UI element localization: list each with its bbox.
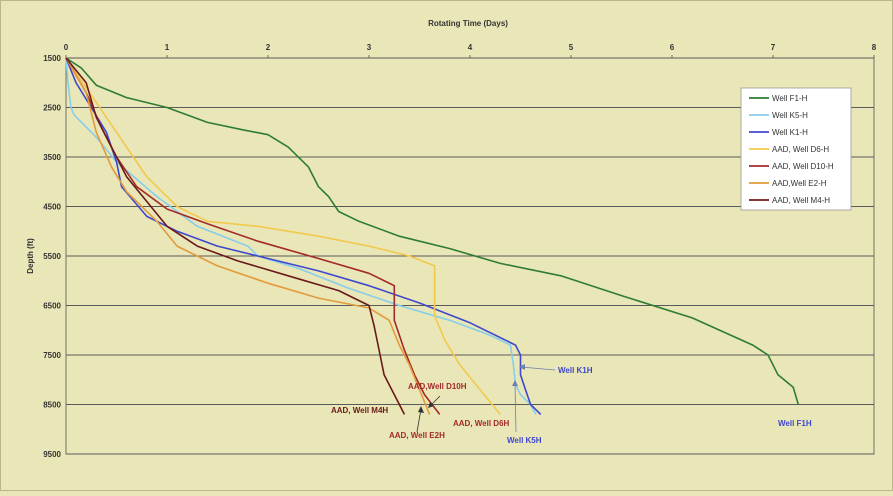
x-tick-label-2: 2 xyxy=(266,43,271,52)
annotation-d6h: AAD, Well D6H xyxy=(453,419,510,428)
annotation-m4h: AAD, Well M4H xyxy=(331,406,388,415)
legend-items: Well F1-H Well K5-H Well K1-H AAD, Well D6-… xyxy=(749,94,834,205)
series-line-6 xyxy=(65,57,406,415)
x-tick-label-4: 4 xyxy=(468,43,473,52)
x-tick-label-1: 1 xyxy=(165,43,170,52)
y-tick-label-1: 2500 xyxy=(43,104,61,113)
annotation-k5h: Well K5H xyxy=(507,436,542,445)
legend-label-1: Well K5-H xyxy=(772,111,808,120)
x-axis-title: Rotating Time (Days) xyxy=(428,19,508,28)
series-line-0 xyxy=(65,57,800,405)
legend-label-6: AAD, Well M4-H xyxy=(772,196,830,205)
annotation-k1h: Well K1H xyxy=(558,366,593,375)
y-tick-label-8: 9500 xyxy=(43,450,61,459)
annotation-arrow-k5h xyxy=(514,382,517,433)
x-tick-label-6: 6 xyxy=(670,43,675,52)
annotation-arrowhead-e2h xyxy=(418,406,424,413)
x-tick-label-0: 0 xyxy=(64,43,69,52)
annotation-arrow-k1h xyxy=(520,366,556,371)
series-line-2 xyxy=(65,57,542,415)
y-tick-label-3: 4500 xyxy=(43,203,61,212)
series-line-3 xyxy=(65,57,501,415)
y-axis-title: Depth (ft) xyxy=(26,238,35,274)
annotation-arrow-e2h xyxy=(416,408,422,433)
annotation-layer: Well K1H AAD,Well D10H AAD, Well M4H AAD… xyxy=(331,364,812,445)
x-tick-label-8: 8 xyxy=(872,43,877,52)
annotation-e2h: AAD, Well E2H xyxy=(389,431,445,440)
y-tick-label-6: 7500 xyxy=(43,351,61,360)
y-tick-label-4: 5500 xyxy=(43,252,61,261)
annotation-arrowhead-k1h xyxy=(519,364,525,370)
annotation-f1h: Well F1H xyxy=(778,419,812,428)
y-tick-label-5: 6500 xyxy=(43,302,61,311)
legend-label-5: AAD,Well E2-H xyxy=(772,179,827,188)
annotation-arrowhead-k5h xyxy=(512,380,518,386)
series-layer xyxy=(65,57,800,415)
annotation-arrowhead-d10h xyxy=(428,402,434,408)
y-tick-label-7: 8500 xyxy=(43,401,61,410)
legend-label-4: AAD, Well D10-H xyxy=(772,162,834,171)
grid-layer xyxy=(66,57,874,455)
legend-label-3: AAD, Well D6-H xyxy=(772,145,829,154)
legend-label-0: Well F1-H xyxy=(772,94,808,103)
x-tick-label-7: 7 xyxy=(771,43,776,52)
annotation-d10h: AAD,Well D10H xyxy=(408,382,467,391)
y-tick-layer: 1500 2500 3500 4500 5500 6500 7500 8500 9500 xyxy=(43,54,61,459)
legend: Well F1-H Well K5-H Well K1-H AAD, Well D6-… xyxy=(740,87,852,211)
series-line-5 xyxy=(65,57,431,415)
x-tick-layer: 0 1 2 3 4 5 6 7 8 xyxy=(64,43,877,58)
y-tick-label-0: 1500 xyxy=(43,54,61,63)
x-tick-label-3: 3 xyxy=(367,43,372,52)
x-tick-label-5: 5 xyxy=(569,43,574,52)
y-tick-label-2: 3500 xyxy=(43,153,61,162)
series-line-1 xyxy=(65,57,537,415)
legend-label-2: Well K1-H xyxy=(772,128,808,137)
